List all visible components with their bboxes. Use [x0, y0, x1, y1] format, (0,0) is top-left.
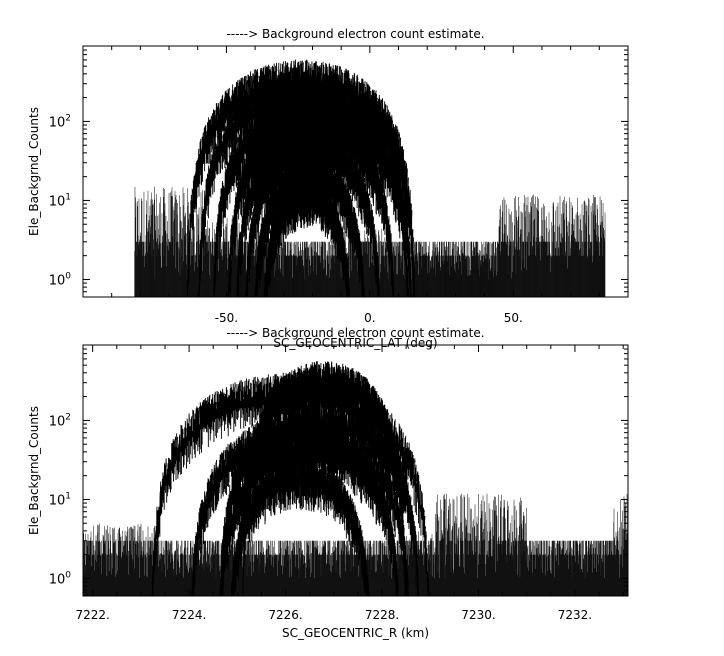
series-arc-4: [218, 431, 402, 596]
x-axis: -50. 0. 50.: [82, 46, 629, 325]
series-arc-6: [252, 155, 367, 297]
x-tick-label: 7226.: [268, 608, 302, 622]
x-tick-label: 7222.: [75, 608, 109, 622]
plot-frame: [82, 344, 629, 597]
x-tick-label: 7230.: [461, 608, 495, 622]
x-tick-label: 7228.: [365, 608, 399, 622]
x-tick-label: 0.: [364, 311, 375, 325]
y-axis-label: Ele_Backgrnd_Counts: [27, 107, 41, 236]
x-axis-label: SC_GEOCENTRIC_LAT (deg): [273, 336, 437, 350]
chart-title: -----> Background electron count estimat…: [226, 27, 484, 41]
x-tick-label: 7224.: [172, 608, 206, 622]
y-tick-label: 101: [49, 192, 71, 209]
series-arc-1: [197, 73, 416, 297]
x-tick-label: -50.: [215, 311, 238, 325]
y-tick-label: 100: [49, 271, 72, 288]
series-arc-1: [150, 372, 430, 596]
x-axis: 7222. 7224. 7226. 7228. 7230. 7232.: [75, 345, 624, 622]
y-axis: 100 101 102: [49, 344, 628, 597]
y-tick-label: 101: [49, 491, 71, 508]
plot-area: [134, 59, 606, 297]
series-arc-7: [260, 176, 353, 297]
y-tick-label: 102: [49, 113, 71, 130]
chart-top-latitude: -----> Background electron count estimat…: [27, 27, 629, 350]
chart-bottom-radius: -----> Background electron count estimat…: [27, 326, 629, 640]
chart-title: -----> Background electron count estimat…: [226, 326, 484, 340]
y-tick-label: 102: [49, 412, 71, 429]
plot-frame: [82, 45, 629, 298]
series-arc-4: [235, 115, 396, 297]
x-axis-label: SC_GEOCENTRIC_R (km): [282, 626, 429, 640]
x-tick-label: 7232.: [558, 608, 592, 622]
series-arc-5: [243, 131, 382, 297]
y-axis-label: Ele_Backgrnd_Counts: [27, 406, 41, 535]
y-axis: 100 101 102: [49, 45, 628, 298]
y-tick-label: 100: [49, 570, 72, 587]
noise-bars: [83, 493, 628, 596]
series-arc-5: [227, 457, 373, 596]
plot-area: [83, 361, 628, 596]
x-tick-label: 50.: [504, 311, 523, 325]
